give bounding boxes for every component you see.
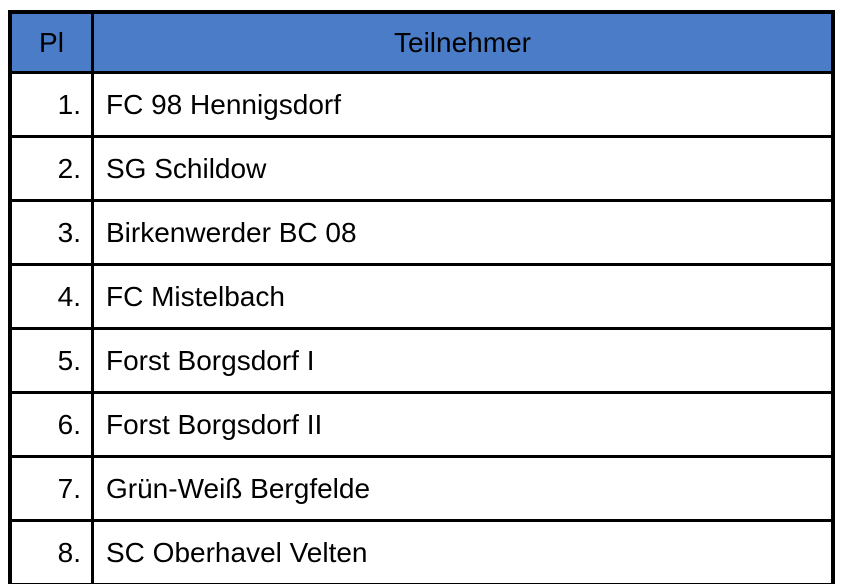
table-body: 1. FC 98 Hennigsdorf 2. SG Schildow 3. Birken… (8, 71, 835, 584)
rank-cell: 7. (8, 455, 94, 522)
rank-cell: 3. (8, 199, 94, 266)
team-cell: SG Schildow (91, 135, 835, 202)
table-row: 5. Forst Borgsdorf I (8, 327, 835, 394)
table-header: Pl Teilnehmer (8, 10, 835, 74)
team-cell: FC Mistelbach (91, 263, 835, 330)
team-cell: Forst Borgsdorf I (91, 327, 835, 394)
rank-cell: 2. (8, 135, 94, 202)
table-row: 6. Forst Borgsdorf II (8, 391, 835, 458)
header-cell-teilnehmer: Teilnehmer (91, 10, 835, 74)
table-row: 2. SG Schildow (8, 135, 835, 202)
table-row: 4. FC Mistelbach (8, 263, 835, 330)
participants-table: Pl Teilnehmer 1. FC 98 Hennigsdorf 2. SG Sc… (8, 10, 835, 584)
rank-cell: 1. (8, 71, 94, 138)
table-row: 3. Birkenwerder BC 08 (8, 199, 835, 266)
table-row: 8. SC Oberhavel Velten (8, 519, 835, 584)
team-cell: Forst Borgsdorf II (91, 391, 835, 458)
header-cell-pl: Pl (8, 10, 94, 74)
team-cell: FC 98 Hennigsdorf (91, 71, 835, 138)
rank-cell: 5. (8, 327, 94, 394)
table-row: 7. Grün-Weiß Bergfelde (8, 455, 835, 522)
header-row: Pl Teilnehmer (8, 10, 835, 74)
rank-cell: 4. (8, 263, 94, 330)
team-cell: Birkenwerder BC 08 (91, 199, 835, 266)
table-row: 1. FC 98 Hennigsdorf (8, 71, 835, 138)
team-cell: SC Oberhavel Velten (91, 519, 835, 584)
team-cell: Grün-Weiß Bergfelde (91, 455, 835, 522)
rank-cell: 6. (8, 391, 94, 458)
rank-cell: 8. (8, 519, 94, 584)
